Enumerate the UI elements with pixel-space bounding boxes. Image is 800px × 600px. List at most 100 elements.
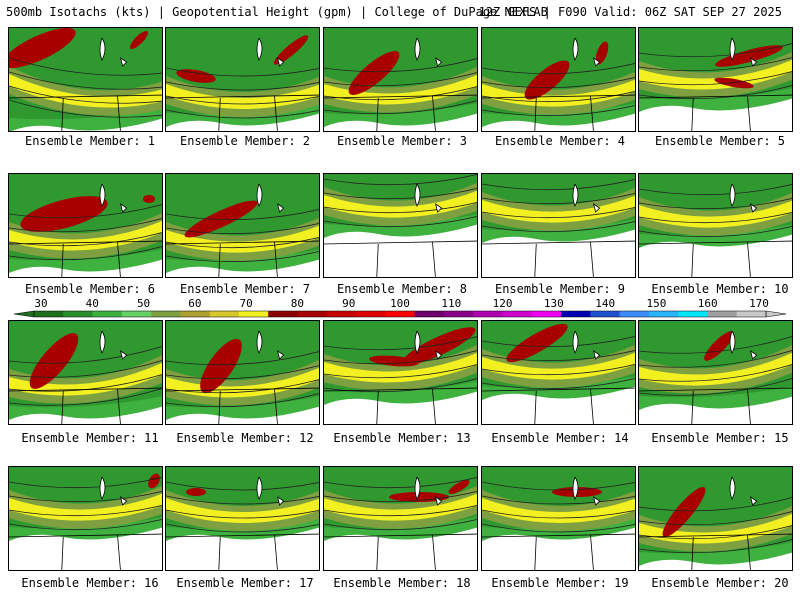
jet-core (389, 492, 449, 502)
height-contour (324, 477, 477, 489)
state-border (747, 95, 751, 131)
great-lakes (99, 37, 128, 67)
height-contour (639, 350, 792, 368)
ensemble-member-label: Ensemble Member: 11 (21, 431, 159, 445)
colorbar-swatch (443, 311, 474, 317)
great-lakes (256, 183, 285, 213)
ensemble-member-label: Ensemble Member: 2 (179, 134, 311, 148)
state-border (166, 240, 319, 245)
wind-band-50kt (482, 490, 635, 531)
ensemble-member-label: Ensemble Member: 13 (333, 431, 471, 445)
state-border (534, 97, 537, 131)
great-lakes (414, 37, 443, 67)
height-contour (482, 336, 635, 348)
jet-core (506, 323, 568, 363)
ensemble-member-label: Ensemble Member: 7 (179, 282, 311, 296)
wind-band-70kt (639, 352, 792, 386)
height-contour (324, 491, 477, 503)
isotach-map (324, 174, 477, 277)
jet-core (143, 195, 155, 203)
state-border (590, 534, 594, 570)
colorbar-max-arrow (765, 310, 786, 318)
isotach-map (324, 321, 477, 424)
isotach-map (9, 28, 162, 131)
height-contour (639, 226, 792, 238)
height-contour (166, 209, 319, 221)
height-contour (482, 523, 635, 533)
jet-core (9, 28, 76, 69)
height-contour (324, 505, 477, 517)
height-contour (9, 505, 162, 517)
colorbar-swatch (385, 311, 416, 317)
height-contour (639, 57, 792, 72)
great-lakes (414, 183, 443, 213)
state-border (324, 94, 477, 99)
state-border (376, 536, 379, 570)
height-contour (166, 67, 319, 77)
ensemble-member-panel (165, 27, 320, 132)
ensemble-member-panel (8, 466, 163, 571)
colorbar-swatch (297, 311, 328, 317)
isotach-map (9, 467, 162, 570)
colorbar-swatch (707, 311, 738, 317)
colorbar-min-arrow (14, 310, 35, 318)
wind-band-50kt (166, 490, 319, 531)
ensemble-member-label: Ensemble Member: 20 (651, 576, 789, 590)
great-lakes (99, 183, 128, 213)
colorbar-tick-label: 140 (595, 297, 616, 310)
height-contour (166, 481, 319, 491)
height-contour (166, 109, 319, 119)
great-lakes (572, 330, 601, 360)
state-border (61, 536, 64, 570)
wind-band-70kt (482, 352, 635, 380)
height-contour (9, 477, 162, 489)
ensemble-member-label: Ensemble Member: 10 (651, 282, 789, 296)
height-contour (324, 350, 477, 365)
state-border (274, 388, 278, 424)
height-contour (324, 100, 477, 115)
colorbar-tick-label: 100 (390, 297, 410, 310)
jet-core (595, 41, 609, 65)
height-contour (166, 81, 319, 91)
colorbar-swatches (14, 310, 786, 318)
state-border (9, 240, 162, 245)
colorbar-tick-label: 120 (492, 297, 513, 310)
height-contour (482, 105, 635, 117)
state-border (218, 97, 221, 131)
height-contour (324, 336, 477, 351)
ensemble-member-label: Ensemble Member: 12 (176, 431, 314, 445)
height-contour (166, 351, 319, 366)
great-lakes (256, 37, 285, 67)
colorbar-swatch (180, 311, 211, 317)
state-border (376, 97, 379, 131)
height-contour (9, 57, 162, 76)
isotach-map (482, 321, 635, 424)
height-contour (482, 91, 635, 103)
state-border (482, 94, 635, 99)
height-contour (9, 246, 162, 261)
great-lakes (729, 476, 758, 506)
height-contour (639, 198, 792, 210)
height-contour (324, 216, 477, 228)
state-border (639, 94, 792, 99)
state-border (747, 241, 751, 277)
ensemble-member-panel (481, 466, 636, 571)
isotach-map (324, 467, 477, 570)
jet-core (704, 331, 734, 361)
height-contour (9, 491, 162, 503)
height-contour (9, 71, 162, 90)
height-contour (166, 251, 319, 263)
height-contour (482, 509, 635, 519)
ensemble-member-panel (165, 320, 320, 425)
state-border (117, 95, 121, 131)
colorbar-swatch (561, 311, 591, 317)
height-contour (9, 85, 162, 104)
height-contour (639, 511, 792, 526)
great-lakes (729, 330, 758, 360)
ensemble-member-panel (323, 466, 478, 571)
colorbar-swatch (356, 311, 386, 317)
state-border (218, 536, 221, 570)
height-contour (166, 223, 319, 235)
height-contour (639, 525, 792, 540)
height-contour (639, 43, 792, 58)
